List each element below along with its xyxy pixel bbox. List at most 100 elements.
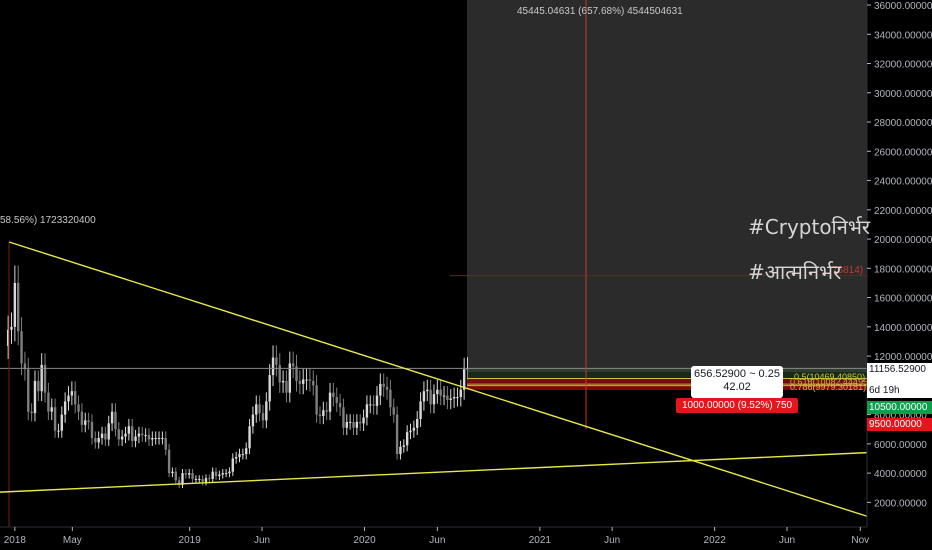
candle-body bbox=[194, 478, 198, 480]
candle-body bbox=[161, 438, 164, 440]
y-tick-label: 36000.00000 bbox=[874, 1, 932, 12]
candle-body bbox=[308, 379, 312, 381]
candle-body bbox=[459, 389, 463, 398]
trendline bbox=[8, 241, 868, 517]
y-tick-label: 16000.00000 bbox=[874, 294, 932, 305]
candle-body bbox=[442, 395, 446, 397]
candle-body bbox=[90, 421, 94, 439]
fib-level-0.5: 0.5(10469.40850) bbox=[794, 372, 866, 382]
candle-body bbox=[449, 398, 452, 400]
candle-body bbox=[362, 417, 365, 424]
candle-body bbox=[355, 421, 359, 428]
candle-body bbox=[154, 438, 157, 440]
candle-body bbox=[164, 438, 167, 450]
candle-body bbox=[328, 392, 332, 412]
trendline bbox=[0, 451, 868, 493]
candle-body bbox=[348, 421, 352, 423]
candle-body bbox=[47, 392, 50, 412]
x-tick-label: Jun bbox=[429, 535, 445, 546]
price-axis[interactable]: 36000.00000 34000.00000 32000.00000 30000.0… bbox=[867, 1, 932, 509]
candle-body bbox=[251, 414, 255, 427]
candle-body bbox=[285, 380, 288, 393]
candle-body bbox=[144, 435, 147, 437]
candle-body bbox=[33, 380, 37, 414]
candle-body bbox=[325, 410, 328, 412]
overlay-layer bbox=[0, 0, 868, 527]
y-tick-label: 34000.00000 bbox=[874, 30, 932, 41]
candle-body bbox=[392, 407, 395, 415]
candle-body bbox=[13, 282, 17, 327]
candle-body bbox=[345, 421, 348, 428]
candle-body bbox=[204, 478, 208, 482]
y-tick-label: 22000.00000 bbox=[874, 206, 932, 217]
position-label: 1000.00000 (9.52%) 750 bbox=[676, 398, 799, 413]
candle-body bbox=[315, 385, 318, 415]
current-price-tag: 11156.52900 6d 19h bbox=[867, 363, 932, 398]
candle-body bbox=[20, 331, 23, 364]
time-axis[interactable]: 2018 May 2019 Jun 2020 Jun 2021 Jun 2022 Jun Nov bbox=[4, 527, 869, 546]
candle-body bbox=[221, 473, 224, 475]
candle-body bbox=[234, 457, 238, 459]
candle-body bbox=[305, 379, 308, 381]
candle-body bbox=[104, 433, 107, 440]
candle-body bbox=[27, 369, 30, 412]
candle-body bbox=[214, 471, 218, 477]
candle-body bbox=[352, 421, 355, 428]
candle-body bbox=[419, 401, 422, 419]
current-price-value: 11156.52900 bbox=[869, 364, 926, 375]
y-tick-label: 14000.00000 bbox=[874, 323, 932, 334]
candle-body bbox=[335, 397, 338, 403]
candle-body bbox=[322, 410, 325, 417]
candle-body bbox=[422, 391, 426, 402]
y-tick-label: 26000.00000 bbox=[874, 147, 932, 158]
measure-faint-label: 76814) bbox=[832, 265, 864, 276]
candle-body bbox=[241, 454, 245, 456]
candle-body bbox=[134, 436, 137, 441]
candle-body bbox=[6, 329, 10, 346]
candle-body bbox=[60, 414, 63, 431]
candle-body bbox=[462, 369, 466, 390]
x-tick-label: 2019 bbox=[179, 535, 202, 546]
candle-body bbox=[184, 473, 188, 475]
x-tick-label: Jun bbox=[604, 535, 620, 546]
candle-body bbox=[238, 454, 241, 458]
candle-body bbox=[295, 366, 298, 381]
candle-body bbox=[151, 438, 154, 440]
x-tick-label: Jun bbox=[254, 535, 270, 546]
candle-body bbox=[218, 474, 221, 477]
y-tick-label: 2000.00000 bbox=[874, 498, 927, 509]
watermark-line1: #Cryptoनिर्भर bbox=[748, 215, 871, 239]
candle-body bbox=[382, 383, 385, 387]
fib-level-0.618: 0.618(10082.44495) bbox=[790, 377, 872, 387]
candle-body bbox=[245, 448, 248, 455]
candle-body bbox=[365, 404, 369, 418]
candle-body bbox=[181, 473, 184, 485]
candle-body bbox=[312, 380, 315, 386]
candle-body bbox=[338, 402, 342, 408]
candle-body bbox=[291, 363, 295, 367]
candle-body bbox=[271, 357, 275, 376]
candle-body bbox=[94, 438, 97, 443]
candle-body bbox=[369, 404, 372, 406]
y-tick-label: 8000.00000 bbox=[874, 411, 927, 422]
candle-body bbox=[77, 404, 80, 412]
candle-body bbox=[278, 364, 281, 383]
candle-body bbox=[167, 449, 171, 474]
candles-layer bbox=[6, 265, 469, 489]
candle-body bbox=[446, 395, 449, 400]
candle-body bbox=[248, 426, 251, 449]
fib-level-0.786: 0.786(9979.30181) bbox=[790, 382, 867, 392]
y-tick-label: 32000.00000 bbox=[874, 60, 932, 71]
x-tick-label: Nov bbox=[851, 535, 869, 546]
candle-body bbox=[409, 430, 412, 433]
candle-body bbox=[224, 473, 228, 475]
candle-body bbox=[23, 363, 27, 370]
candle-body bbox=[385, 386, 389, 390]
candle-body bbox=[432, 394, 436, 405]
candle-body bbox=[281, 380, 285, 383]
y-tick-label: 6000.00000 bbox=[874, 440, 927, 451]
candle-body bbox=[188, 473, 191, 475]
y-tick-label: 28000.00000 bbox=[874, 118, 932, 129]
candle-body bbox=[50, 407, 53, 412]
